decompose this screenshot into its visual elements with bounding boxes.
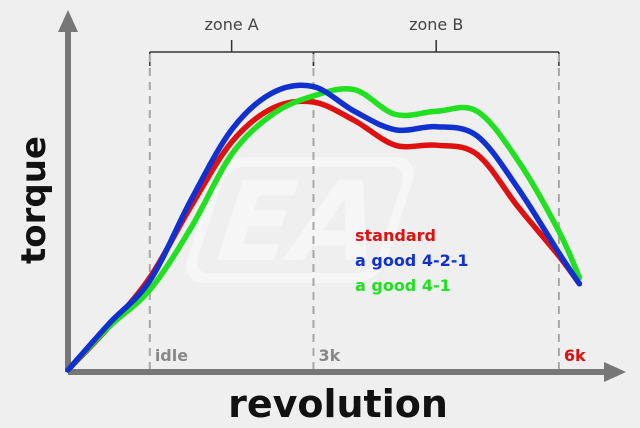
x-tick-label: 3k xyxy=(318,346,340,365)
x-axis-label: revolution xyxy=(228,382,448,426)
y-axis-arrow xyxy=(58,10,78,32)
series-line xyxy=(65,82,583,373)
series-line xyxy=(65,86,583,373)
x-tick-label: idle xyxy=(155,346,188,365)
x-tick-label: 6k xyxy=(564,346,586,365)
axes xyxy=(58,10,626,382)
x-tick-labels: idle 3k 6k xyxy=(155,346,586,365)
legend: standard a good 4-2-1 a good 4-1 xyxy=(355,226,469,295)
legend-entry: a good 4-2-1 xyxy=(355,251,469,270)
guide-lines xyxy=(148,54,560,370)
legend-entry: standard xyxy=(355,226,436,245)
zone-label: zone B xyxy=(409,15,463,34)
zone-label: zone A xyxy=(205,15,259,34)
x-axis-arrow xyxy=(604,362,626,382)
y-axis-label: torque xyxy=(14,136,54,264)
legend-entry: a good 4-1 xyxy=(355,276,451,295)
zone-brackets: zone A zone B xyxy=(149,15,560,66)
series-lines xyxy=(65,82,583,373)
